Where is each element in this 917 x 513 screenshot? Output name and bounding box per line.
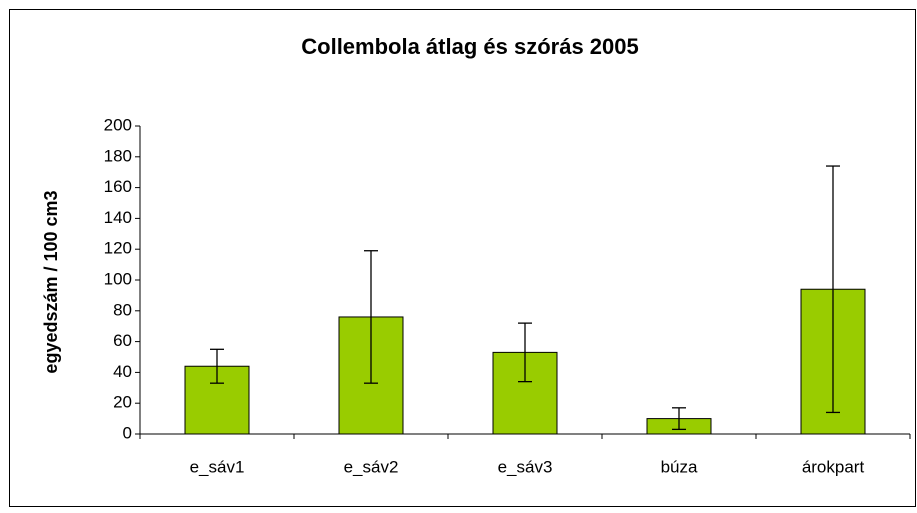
chart-frame (9, 9, 916, 507)
x-tick-label: búza (661, 457, 698, 476)
y-axis-label: egyedszám / 100 cm3 (41, 190, 61, 373)
y-tick-label: 140 (104, 208, 132, 227)
y-tick-label: 20 (113, 393, 132, 412)
error-bar (672, 407, 686, 431)
y-tick-label: 120 (104, 239, 132, 258)
x-tick-label: e_sáv2 (344, 457, 399, 476)
error-bar (210, 348, 224, 384)
y-tick-label: 80 (113, 300, 132, 319)
y-tick-label: 100 (104, 269, 132, 288)
x-tick-label: árokpart (802, 457, 865, 476)
y-tick-label: 200 (104, 115, 132, 134)
error-bar (364, 250, 378, 384)
x-tick-label: e_sáv3 (498, 457, 553, 476)
error-bar (518, 322, 532, 383)
y-tick-label: 0 (123, 423, 132, 442)
y-tick-label: 60 (113, 331, 132, 350)
error-bar (826, 165, 840, 414)
chart-title: Collembola átlag és szórás 2005 (301, 34, 639, 59)
y-tick-label: 160 (104, 177, 132, 196)
y-tick-label: 40 (113, 362, 132, 381)
x-tick-label: e_sáv1 (190, 457, 245, 476)
y-tick-label: 180 (104, 146, 132, 165)
